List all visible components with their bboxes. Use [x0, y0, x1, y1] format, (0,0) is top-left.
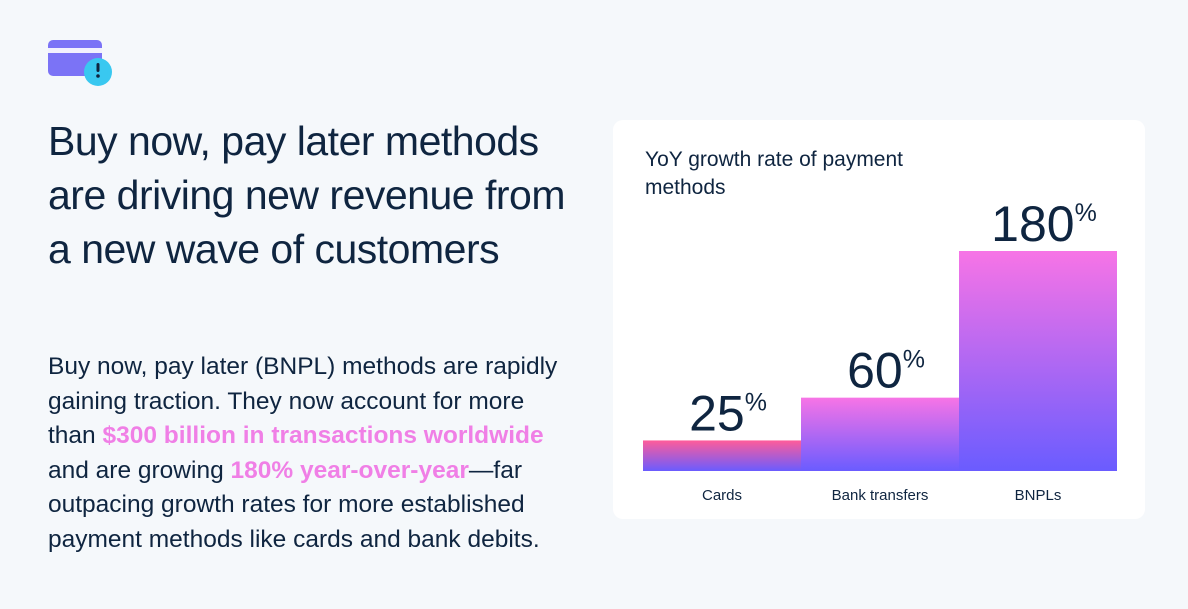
bar-cards — [643, 440, 801, 471]
card-clock-icon — [48, 40, 116, 88]
value-label: 25% — [689, 385, 767, 441]
highlight-growth: 180% year-over-year — [230, 456, 469, 484]
category-label: Bank transfers — [832, 487, 929, 504]
value-label: 60% — [847, 343, 925, 399]
bar-chart: 25% Cards 60% Bank transfers 180% BNPLs — [643, 196, 1117, 504]
body-text-2: and are growing — [48, 456, 231, 484]
category-label: Cards — [702, 487, 742, 504]
highlight-transactions: $300 billion in transactions worldwide — [102, 422, 544, 450]
value-label: 180% — [991, 196, 1097, 252]
body-text-1: Buy now, pay later (BNPL) methods are ra… — [48, 353, 558, 450]
headline: Buy now, pay later methods are driving n… — [48, 118, 565, 272]
bar-bank-transfers — [801, 397, 959, 471]
chart-card: YoY growth rate of payment methods 25% Ca… — [613, 120, 1145, 519]
category-label: BNPLs — [1015, 487, 1062, 504]
chart-title: YoY growth rate of payment methods — [645, 148, 903, 199]
body-text-3: —far outpacing growth rates for more est… — [48, 456, 540, 553]
body-paragraph: Buy now, pay later (BNPL) methods are ra… — [48, 350, 578, 558]
bar-bnpls — [959, 251, 1117, 471]
